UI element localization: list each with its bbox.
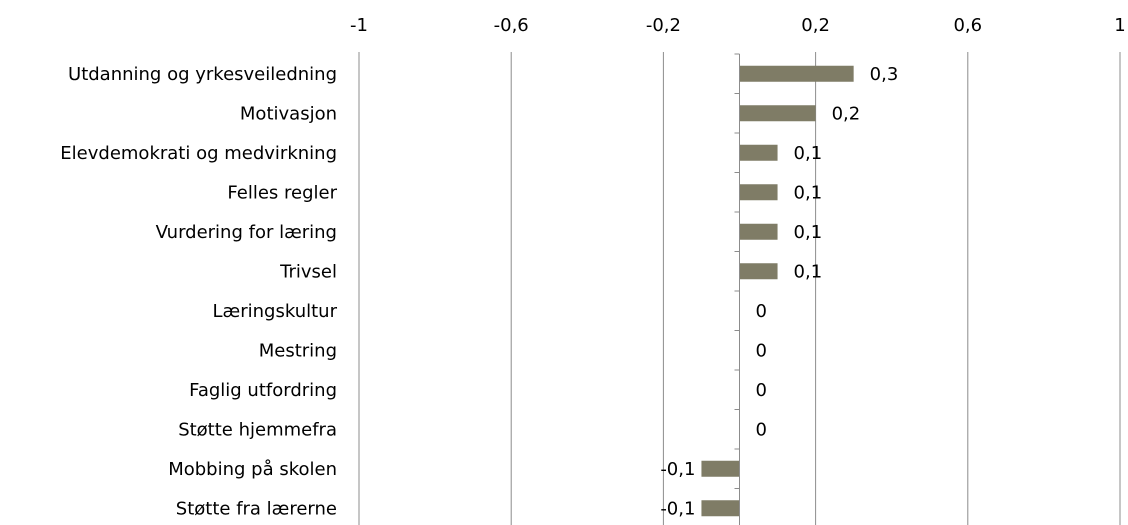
data-label: 0,1	[794, 182, 823, 203]
category-label: Felles regler	[227, 182, 337, 203]
category-label: Trivsel	[279, 261, 337, 282]
data-label: 0	[756, 340, 767, 361]
bar	[701, 460, 740, 477]
category-label: Støtte fra lærerne	[176, 498, 337, 519]
data-label: 0	[756, 380, 767, 401]
bar	[701, 500, 740, 517]
x-tick-label: 1	[1114, 15, 1125, 36]
category-label: Elevdemokrati og medvirkning	[60, 143, 337, 164]
data-label: 0,1	[794, 222, 823, 243]
data-labels: 0,3 0,2 0,1 0,1 0,1 0,1 0 0 0 0 -0,1 -0,1	[660, 64, 898, 520]
data-label: 0,1	[794, 261, 823, 282]
data-label: 0	[756, 419, 767, 440]
category-labels: Utdanning og yrkesveiledning Motivasjon El…	[60, 64, 337, 520]
bar	[739, 184, 778, 201]
category-label: Støtte hjemmefra	[178, 419, 337, 440]
bar	[739, 223, 778, 240]
data-label: -0,1	[660, 459, 695, 480]
category-label: Læringskultur	[213, 301, 338, 322]
bar	[739, 263, 778, 280]
x-tick-label: 0,6	[953, 15, 982, 36]
category-label: Mobbing på skolen	[168, 459, 337, 480]
bar	[739, 144, 778, 161]
data-label: 0	[756, 301, 767, 322]
category-label: Motivasjon	[240, 103, 337, 124]
category-label: Faglig utfordring	[189, 380, 337, 401]
gridlines	[358, 52, 1121, 525]
zero-axis	[734, 53, 740, 525]
data-label: 0,3	[870, 64, 899, 85]
x-tick-label: -0,2	[646, 15, 681, 36]
category-label: Vurdering for læring	[156, 222, 337, 243]
data-label: 0,2	[832, 103, 861, 124]
category-label: Mestring	[259, 340, 337, 361]
bars	[701, 65, 854, 517]
bar	[739, 65, 854, 82]
x-axis-ticks: -1 -0,6 -0,2 0,2 0,6 1	[350, 15, 1126, 36]
x-tick-label: 0,2	[801, 15, 830, 36]
data-label: -0,1	[660, 498, 695, 519]
category-label: Utdanning og yrkesveiledning	[68, 64, 337, 85]
x-tick-label: -1	[350, 15, 368, 36]
data-label: 0,1	[794, 143, 823, 164]
bar	[739, 105, 816, 122]
x-tick-label: -0,6	[494, 15, 529, 36]
